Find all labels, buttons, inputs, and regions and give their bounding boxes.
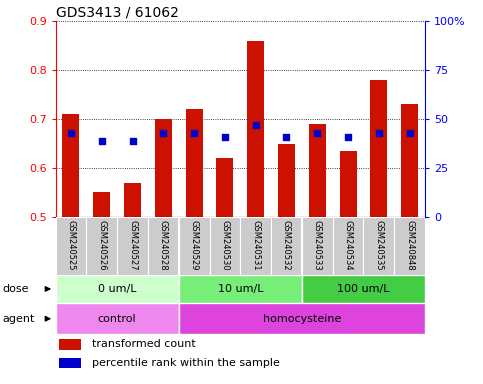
Point xyxy=(344,134,352,140)
Bar xyxy=(240,217,271,275)
Text: percentile rank within the sample: percentile rank within the sample xyxy=(93,358,280,368)
Text: GSM240530: GSM240530 xyxy=(220,220,229,271)
Bar xyxy=(210,217,240,275)
Bar xyxy=(364,217,394,275)
Point xyxy=(128,137,136,144)
Bar xyxy=(179,275,302,303)
Point xyxy=(190,130,198,136)
Point xyxy=(221,134,229,140)
Bar xyxy=(179,217,210,275)
Point xyxy=(283,134,290,140)
Text: GSM240529: GSM240529 xyxy=(190,220,199,271)
Bar xyxy=(309,124,326,217)
Text: transformed count: transformed count xyxy=(93,339,196,349)
Bar xyxy=(401,104,418,217)
Text: GDS3413 / 61062: GDS3413 / 61062 xyxy=(56,6,178,20)
Text: 10 um/L: 10 um/L xyxy=(217,284,263,294)
Bar xyxy=(302,275,425,303)
Bar xyxy=(247,41,264,217)
Bar xyxy=(340,151,356,217)
Text: agent: agent xyxy=(2,314,35,324)
Bar xyxy=(86,217,117,275)
Text: GSM240534: GSM240534 xyxy=(343,220,353,271)
Bar xyxy=(56,303,179,334)
Text: GSM240531: GSM240531 xyxy=(251,220,260,271)
Text: dose: dose xyxy=(2,284,29,294)
Text: GSM240535: GSM240535 xyxy=(374,220,384,271)
Point xyxy=(252,122,259,128)
Bar xyxy=(333,217,364,275)
Bar xyxy=(302,217,333,275)
Bar xyxy=(124,183,141,217)
Bar xyxy=(370,80,387,217)
Bar xyxy=(56,275,179,303)
Bar xyxy=(117,217,148,275)
Text: homocysteine: homocysteine xyxy=(263,314,341,324)
Text: GSM240525: GSM240525 xyxy=(67,220,75,271)
Text: GSM240528: GSM240528 xyxy=(159,220,168,271)
Text: GSM240533: GSM240533 xyxy=(313,220,322,271)
Bar xyxy=(394,217,425,275)
Bar xyxy=(62,114,79,217)
Text: 100 um/L: 100 um/L xyxy=(337,284,390,294)
Bar xyxy=(59,358,82,368)
Point xyxy=(159,130,167,136)
Text: 0 um/L: 0 um/L xyxy=(98,284,136,294)
Bar xyxy=(216,158,233,217)
Text: GSM240532: GSM240532 xyxy=(282,220,291,271)
Bar xyxy=(93,192,110,217)
Bar xyxy=(56,217,86,275)
Point xyxy=(98,137,106,144)
Bar xyxy=(155,119,172,217)
Bar xyxy=(185,109,202,217)
Bar xyxy=(179,303,425,334)
Text: control: control xyxy=(98,314,136,324)
Text: GSM240526: GSM240526 xyxy=(97,220,106,271)
Bar xyxy=(278,144,295,217)
Bar xyxy=(148,217,179,275)
Point xyxy=(406,130,413,136)
Bar xyxy=(271,217,302,275)
Text: GSM240848: GSM240848 xyxy=(405,220,414,271)
Text: GSM240527: GSM240527 xyxy=(128,220,137,271)
Point xyxy=(375,130,383,136)
Point xyxy=(313,130,321,136)
Point xyxy=(67,130,75,136)
Bar xyxy=(59,339,82,350)
